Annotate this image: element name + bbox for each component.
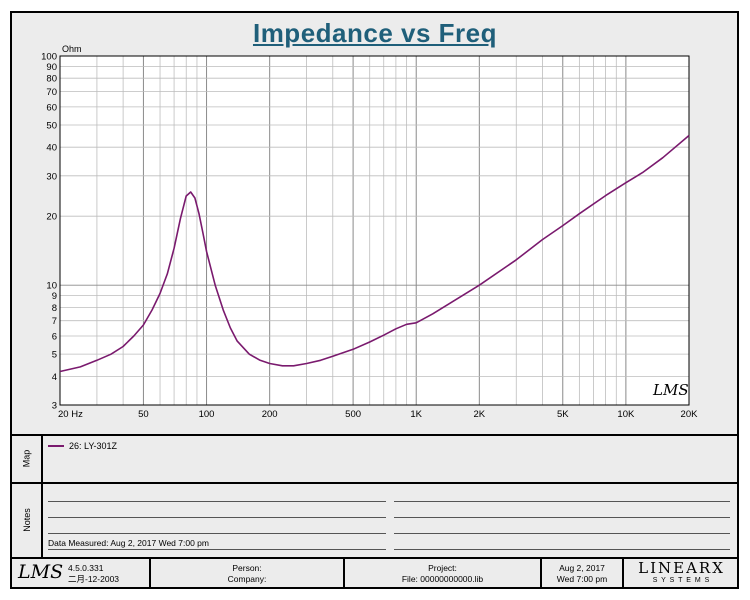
series-line	[59, 134, 690, 373]
x-tick-label: 10K	[617, 409, 635, 420]
x-tick-label: 100	[199, 409, 215, 420]
y-tick-label: 5	[52, 350, 57, 361]
y-tick-label: 50	[46, 120, 57, 131]
notes-section-label: Notes	[21, 508, 32, 532]
notes-line	[48, 501, 386, 502]
y-tick-label: 70	[46, 87, 57, 98]
version-number: 4.5.0.331	[68, 563, 104, 573]
y-tick-label: 9	[52, 291, 57, 302]
lms-logo: LMS	[18, 561, 64, 583]
file-label: File: 00000000000.lib	[401, 574, 484, 584]
page-title: Impedance vs Freq	[252, 18, 498, 48]
version-block: 4.5.0.331 二月-12-2003	[68, 563, 119, 585]
data-measured-text: Data Measured: Aug 2, 2017 Wed 7:00 pm	[48, 538, 209, 548]
x-tick-label: 500	[345, 409, 361, 420]
notes-line	[394, 549, 730, 550]
legend: 26: LY-301Z	[48, 441, 117, 451]
y-tick-label: 100	[41, 52, 57, 63]
footer-divider	[149, 558, 151, 589]
legend-swatch	[48, 445, 64, 447]
y-tick-label: 4	[52, 372, 57, 383]
x-tick-label: 2K	[474, 409, 486, 420]
y-tick-label: 90	[46, 62, 57, 73]
brand-logo: LINEARX	[638, 559, 725, 577]
brand-block: LINEARX S Y S T E M S	[624, 560, 739, 586]
y-axis-label: Ohm	[62, 44, 82, 54]
x-tick-label: 5K	[557, 409, 569, 420]
x-tick-label: 1K	[410, 409, 422, 420]
date-block: Aug 2, 2017 Wed 7:00 pm	[542, 563, 622, 585]
version-date: 二月-12-2003	[68, 574, 120, 584]
project-label: Project:	[428, 563, 457, 573]
plot-border	[59, 55, 690, 406]
map-section-label: Map	[21, 449, 32, 468]
person-block: Person: Company:	[151, 563, 343, 585]
y-tick-label: 80	[46, 74, 57, 85]
x-tick-label: 200	[262, 409, 278, 420]
brand-subtitle: S Y S T E M S	[652, 577, 711, 584]
y-tick-label: 20	[46, 212, 57, 223]
x-tick-label: 20 Hz	[58, 409, 83, 420]
footer-time: Wed 7:00 pm	[556, 574, 608, 584]
notes-line	[48, 549, 386, 550]
notes-line	[48, 517, 386, 518]
y-tick-label: 3	[52, 401, 57, 412]
plot-area	[60, 56, 689, 405]
divider-side-label	[41, 434, 43, 558]
project-block: Project: File: 00000000000.lib	[345, 563, 540, 585]
divider-map-top	[10, 434, 739, 436]
footer-date: Aug 2, 2017	[559, 563, 605, 573]
divider-footer-top	[10, 557, 739, 559]
company-label: Company:	[227, 574, 267, 584]
footer-divider	[622, 558, 624, 589]
notes-line	[394, 501, 730, 502]
y-tick-label: 40	[46, 143, 57, 154]
footer-divider	[343, 558, 345, 589]
notes-line	[394, 517, 730, 518]
x-tick-label: 50	[138, 409, 149, 420]
notes-line	[394, 533, 730, 534]
footer-divider	[540, 558, 542, 589]
y-tick-label: 30	[46, 171, 57, 182]
x-tick-label: 20K	[681, 409, 699, 420]
y-tick-label: 10	[46, 281, 57, 292]
y-tick-label: 7	[52, 316, 57, 327]
y-tick-label: 8	[52, 303, 57, 314]
y-tick-label: 6	[52, 332, 57, 343]
divider-notes-top	[10, 482, 739, 484]
lms-watermark: LMS	[652, 381, 689, 399]
notes-line	[48, 533, 386, 534]
person-label: Person:	[232, 563, 262, 573]
legend-label: 26: LY-301Z	[69, 441, 118, 451]
y-tick-label: 60	[46, 102, 57, 113]
